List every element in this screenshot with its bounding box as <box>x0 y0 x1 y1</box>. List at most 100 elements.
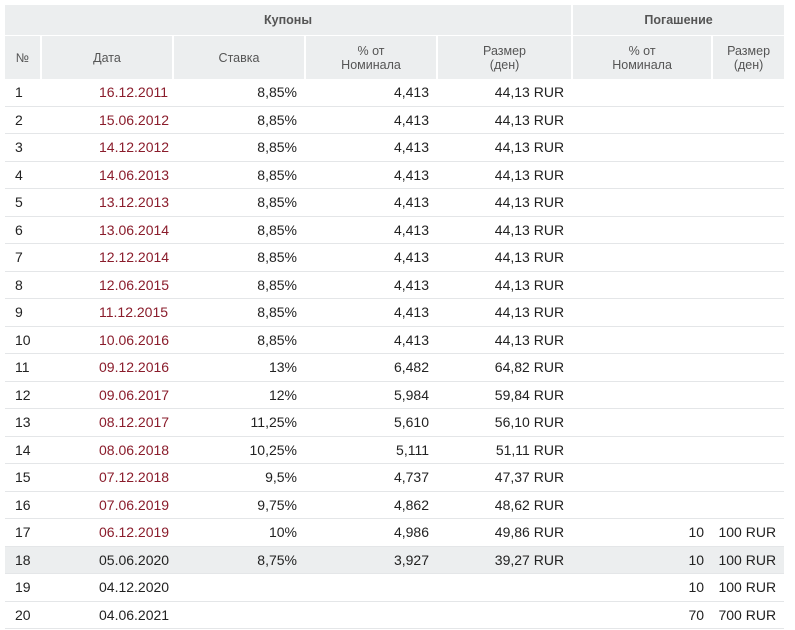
table-row: 10 10.06.2016 8,85% 4,413 44,13 RUR <box>5 326 785 354</box>
cell-red-pct: 10 <box>572 518 713 547</box>
col-header-pct-line2: Номинала <box>341 57 401 72</box>
cell-num: 4 <box>5 161 41 189</box>
col-header-size-line2: (ден) <box>489 57 520 72</box>
cell-rate: 8,85% <box>173 161 305 189</box>
cell-size: 44,13 RUR <box>437 243 573 272</box>
cell-rate: 11,25% <box>173 408 305 437</box>
cell-date: 16.12.2011 <box>41 79 173 107</box>
cell-size <box>437 601 573 629</box>
table-row: 4 14.06.2013 8,85% 4,413 44,13 RUR <box>5 161 785 189</box>
cell-red-size <box>712 381 785 409</box>
cell-red-pct <box>572 161 713 189</box>
cell-pct-nominal: 6,482 <box>305 353 437 382</box>
cell-red-size <box>712 188 785 217</box>
cell-pct-nominal: 4,413 <box>305 298 437 327</box>
col-header-red-size[interactable]: Размер (ден) <box>712 35 785 79</box>
table-row: 8 12.06.2015 8,85% 4,413 44,13 RUR <box>5 271 785 299</box>
cell-red-size: 100 RUR <box>712 573 785 602</box>
cell-red-pct <box>572 133 713 162</box>
col-header-red-size-line2: (ден) <box>733 57 764 72</box>
coupons-group-header: Купоны <box>5 5 574 36</box>
table-body: 1 16.12.2011 8,85% 4,413 44,13 RUR 2 15.06.201… <box>5 79 785 629</box>
col-header-date[interactable]: Дата <box>41 35 174 79</box>
cell-pct-nominal: 4,737 <box>305 463 437 492</box>
table-row: 3 14.12.2012 8,85% 4,413 44,13 RUR <box>5 133 785 162</box>
cell-num: 2 <box>5 106 41 134</box>
col-header-red-pct-line1: % от <box>628 43 656 58</box>
cell-rate: 8,85% <box>173 298 305 327</box>
cell-rate: 8,85% <box>173 326 305 354</box>
cell-pct-nominal: 4,986 <box>305 518 437 547</box>
cell-red-size: 100 RUR <box>712 546 785 574</box>
cell-rate <box>173 573 305 602</box>
cell-num: 11 <box>5 353 41 382</box>
cell-red-pct <box>572 408 713 437</box>
cell-date: 12.06.2015 <box>41 271 173 299</box>
cell-date: 15.06.2012 <box>41 106 173 134</box>
cell-num: 18 <box>5 546 41 574</box>
table-row: 13 08.12.2017 11,25% 5,610 56,10 RUR <box>5 408 785 437</box>
cell-num: 17 <box>5 518 41 547</box>
cell-date: 13.12.2013 <box>41 188 173 217</box>
cell-num: 19 <box>5 573 41 602</box>
cell-red-size <box>712 161 785 189</box>
cell-size: 56,10 RUR <box>437 408 573 437</box>
cell-pct-nominal: 4,413 <box>305 106 437 134</box>
cell-date: 07.06.2019 <box>41 491 173 519</box>
cell-num: 5 <box>5 188 41 217</box>
cell-red-pct <box>572 188 713 217</box>
cell-size: 59,84 RUR <box>437 381 573 409</box>
col-header-red-pct-nominal[interactable]: % от Номинала <box>572 35 714 79</box>
cell-num: 15 <box>5 463 41 492</box>
cell-rate: 8,85% <box>173 133 305 162</box>
redemption-group-header: Погашение <box>572 5 785 36</box>
cell-size: 49,86 RUR <box>437 518 573 547</box>
cell-num: 1 <box>5 79 41 107</box>
table-header: Купоны Погашение № Дата Ставка % от Номи… <box>5 5 785 79</box>
cell-pct-nominal: 4,413 <box>305 216 437 244</box>
cell-date: 09.06.2017 <box>41 381 173 409</box>
cell-red-pct <box>572 243 713 272</box>
cell-red-pct <box>572 298 713 327</box>
cell-size: 44,13 RUR <box>437 298 573 327</box>
table-row: 16 07.06.2019 9,75% 4,862 48,62 RUR <box>5 491 785 519</box>
table-row: 7 12.12.2014 8,85% 4,413 44,13 RUR <box>5 243 785 272</box>
cell-date: 06.12.2019 <box>41 518 173 547</box>
cell-date: 04.12.2020 <box>41 573 173 602</box>
cell-size: 44,13 RUR <box>437 188 573 217</box>
cell-rate: 9,75% <box>173 491 305 519</box>
cell-red-pct <box>572 106 713 134</box>
cell-num: 6 <box>5 216 41 244</box>
cell-red-pct <box>572 381 713 409</box>
table-row: 11 09.12.2016 13% 6,482 64,82 RUR <box>5 353 785 382</box>
cell-pct-nominal: 5,111 <box>305 436 437 464</box>
col-header-num[interactable]: № <box>5 35 42 79</box>
cell-rate: 8,85% <box>173 216 305 244</box>
cell-num: 14 <box>5 436 41 464</box>
cell-date: 08.12.2017 <box>41 408 173 437</box>
cell-size: 51,11 RUR <box>437 436 573 464</box>
cell-pct-nominal: 4,413 <box>305 133 437 162</box>
cell-size: 44,13 RUR <box>437 271 573 299</box>
cell-red-size <box>712 133 785 162</box>
cell-pct-nominal: 4,413 <box>305 161 437 189</box>
cell-red-pct <box>572 79 713 107</box>
cell-pct-nominal <box>305 601 437 629</box>
cell-size: 44,13 RUR <box>437 326 573 354</box>
table-row: 20 04.06.2021 70 700 RUR <box>5 601 785 629</box>
col-header-pct-nominal[interactable]: % от Номинала <box>305 35 438 79</box>
col-header-size[interactable]: Размер (ден) <box>437 35 574 79</box>
cell-rate: 8,85% <box>173 188 305 217</box>
table-row: 6 13.06.2014 8,85% 4,413 44,13 RUR <box>5 216 785 244</box>
cell-rate: 8,75% <box>173 546 305 574</box>
col-header-rate[interactable]: Ставка <box>173 35 306 79</box>
table-row: 15 07.12.2018 9,5% 4,737 47,37 RUR <box>5 463 785 492</box>
cell-red-size <box>712 243 785 272</box>
cell-pct-nominal: 4,413 <box>305 188 437 217</box>
cell-rate: 10% <box>173 518 305 547</box>
cell-rate <box>173 601 305 629</box>
table-row: 17 06.12.2019 10% 4,986 49,86 RUR 10 100 RUR <box>5 518 785 547</box>
cell-red-pct <box>572 353 713 382</box>
cell-date: 12.12.2014 <box>41 243 173 272</box>
cell-size: 44,13 RUR <box>437 79 573 107</box>
